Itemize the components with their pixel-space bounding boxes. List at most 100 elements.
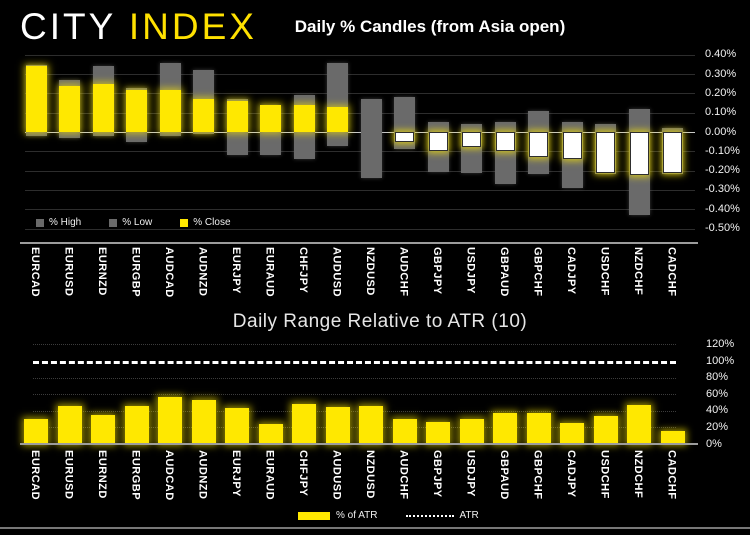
legend-atr-bar-swatch	[298, 511, 330, 520]
close-bar-USDJPY	[462, 132, 481, 148]
close-bar-CADJPY	[562, 132, 582, 159]
legend-atr-label: ATR	[459, 510, 479, 521]
close-bar-CHFJPY	[293, 105, 315, 132]
y-axis-tick-label: 0.20%	[705, 86, 737, 99]
gridline-dotted	[33, 427, 676, 429]
close-bar-EURJPY	[226, 101, 248, 132]
category-label-EURAUD: EURAUD	[263, 450, 276, 501]
legend-close-label: % Close	[193, 217, 231, 228]
category-label-EURGBP: EURGBP	[129, 450, 142, 501]
atr-bar-AUDNZD	[191, 400, 216, 444]
y-axis-tick-label: -0.10%	[705, 144, 740, 157]
y-axis-tick-label: 120%	[706, 337, 735, 350]
category-label-NZDUSD: NZDUSD	[364, 247, 376, 296]
logo-index: INDEX	[128, 6, 257, 47]
category-label-USDCHF: USDCHF	[598, 247, 611, 296]
category-label-GBPCHF: GBPCHF	[531, 450, 544, 500]
category-label-EURNZD: EURNZD	[96, 450, 108, 499]
y-axis-tick-label: 0.00%	[705, 125, 737, 138]
atr-bar-USDJPY	[459, 419, 484, 444]
category-label-EURUSD: EURUSD	[62, 247, 75, 297]
close-bar-USDCHF	[596, 132, 615, 173]
y-axis-tick-label: -0.40%	[705, 202, 740, 215]
atr-bar-CADJPY	[560, 423, 584, 445]
gridline	[25, 151, 695, 153]
zero-gridline	[25, 132, 695, 133]
close-bar-AUDCHF	[395, 132, 414, 142]
category-label-CADJPY: CADJPY	[565, 450, 577, 498]
close-bar-EURAUD	[260, 105, 281, 132]
category-label-CADCHF: CADCHF	[665, 450, 678, 500]
gridline	[25, 54, 695, 56]
category-label-CHFJPY: CHFJPY	[297, 247, 309, 294]
close-bar-CADCHF	[663, 132, 682, 173]
category-label-EURGBP: EURGBP	[129, 247, 142, 298]
category-label-EURCAD: EURCAD	[29, 247, 41, 298]
category-label-USDCHF: USDCHF	[598, 450, 611, 499]
atr-bar-EURNZD	[91, 414, 115, 444]
atr-bar-AUDUSD	[325, 406, 350, 444]
gridline	[25, 189, 695, 191]
category-label-AUDNZD: AUDNZD	[196, 450, 209, 500]
category-label-EURNZD: EURNZD	[96, 247, 108, 296]
close-bar-AUDUSD	[327, 106, 348, 132]
atr-reference-line	[33, 361, 676, 364]
close-bar-EURNZD	[92, 83, 114, 133]
close-bar-EURUSD	[59, 85, 80, 132]
y-axis-tick-label: 0.40%	[705, 48, 737, 61]
y-axis-tick-label: 60%	[706, 387, 729, 400]
category-label-EURAUD: EURAUD	[263, 247, 276, 298]
atr-bar-CADCHF	[660, 430, 685, 444]
atr-bar-NZDCHF	[627, 405, 651, 444]
y-axis-tick-label: 40%	[706, 404, 729, 417]
category-label-AUDCAD: AUDCAD	[163, 450, 175, 501]
atr-bar-AUDCAD	[158, 396, 182, 444]
gridline	[25, 170, 695, 172]
atr-bar-GBPCHF	[526, 412, 551, 444]
atr-bar-EURAUD	[258, 424, 283, 444]
atr-bar-EURGBP	[124, 405, 149, 444]
atr-bar-GBPJPY	[426, 422, 450, 444]
category-label-NZDCHF: NZDCHF	[632, 247, 644, 296]
window-bottom-edge	[0, 527, 750, 529]
close-bar-GBPCHF	[529, 132, 548, 158]
atr-bar-USDCHF	[593, 415, 618, 444]
gridline-dotted	[33, 377, 676, 379]
y-axis-tick-label: 0.30%	[705, 67, 737, 80]
atr-bar-CHFJPY	[292, 404, 316, 444]
candles-legend: % High % Low % Close	[36, 217, 231, 228]
category-label-USDJPY: USDJPY	[464, 247, 477, 295]
close-bar-EURGBP	[126, 89, 147, 132]
atr-bar-EURUSD	[57, 405, 82, 444]
category-label-AUDNZD: AUDNZD	[196, 247, 209, 297]
atr-bar-EURJPY	[225, 408, 249, 444]
atr-x-axis-line	[20, 443, 698, 445]
y-axis-tick-label: 0.10%	[705, 106, 737, 119]
category-label-NZDUSD: NZDUSD	[364, 450, 376, 499]
gridline-dotted	[33, 394, 676, 396]
y-axis-tick-label: 0%	[706, 437, 722, 450]
close-bar-AUDCAD	[159, 89, 181, 132]
category-label-AUDCHF: AUDCHF	[397, 247, 410, 297]
atr-legend: % of ATR ATR	[298, 510, 479, 521]
category-label-CADCHF: CADCHF	[665, 247, 678, 297]
gridline	[25, 228, 695, 230]
gridline-dotted	[33, 410, 676, 412]
atr-chart-title: Daily Range Relative to ATR (10)	[232, 311, 528, 332]
category-label-EURCAD: EURCAD	[29, 450, 41, 501]
legend-low-label: % Low	[122, 217, 153, 228]
category-label-AUDUSD: AUDUSD	[330, 450, 343, 501]
category-label-EURUSD: EURUSD	[62, 450, 75, 500]
category-label-GBPAUD: GBPAUD	[498, 450, 510, 500]
category-label-EURJPY: EURJPY	[230, 247, 242, 295]
category-label-AUDCHF: AUDCHF	[397, 450, 410, 500]
y-axis-tick-label: -0.50%	[705, 222, 740, 234]
category-label-GBPJPY: GBPJPY	[431, 450, 443, 498]
candles-chart-title: Daily % Candles (from Asia open)	[294, 17, 566, 36]
y-axis-tick-label: -0.20%	[705, 164, 740, 177]
category-label-GBPAUD: GBPAUD	[498, 247, 510, 297]
gridline	[25, 74, 695, 76]
range-bar-NZDUSD	[360, 99, 382, 179]
gridline-dotted	[33, 344, 676, 346]
close-bar-GBPJPY	[428, 132, 448, 152]
